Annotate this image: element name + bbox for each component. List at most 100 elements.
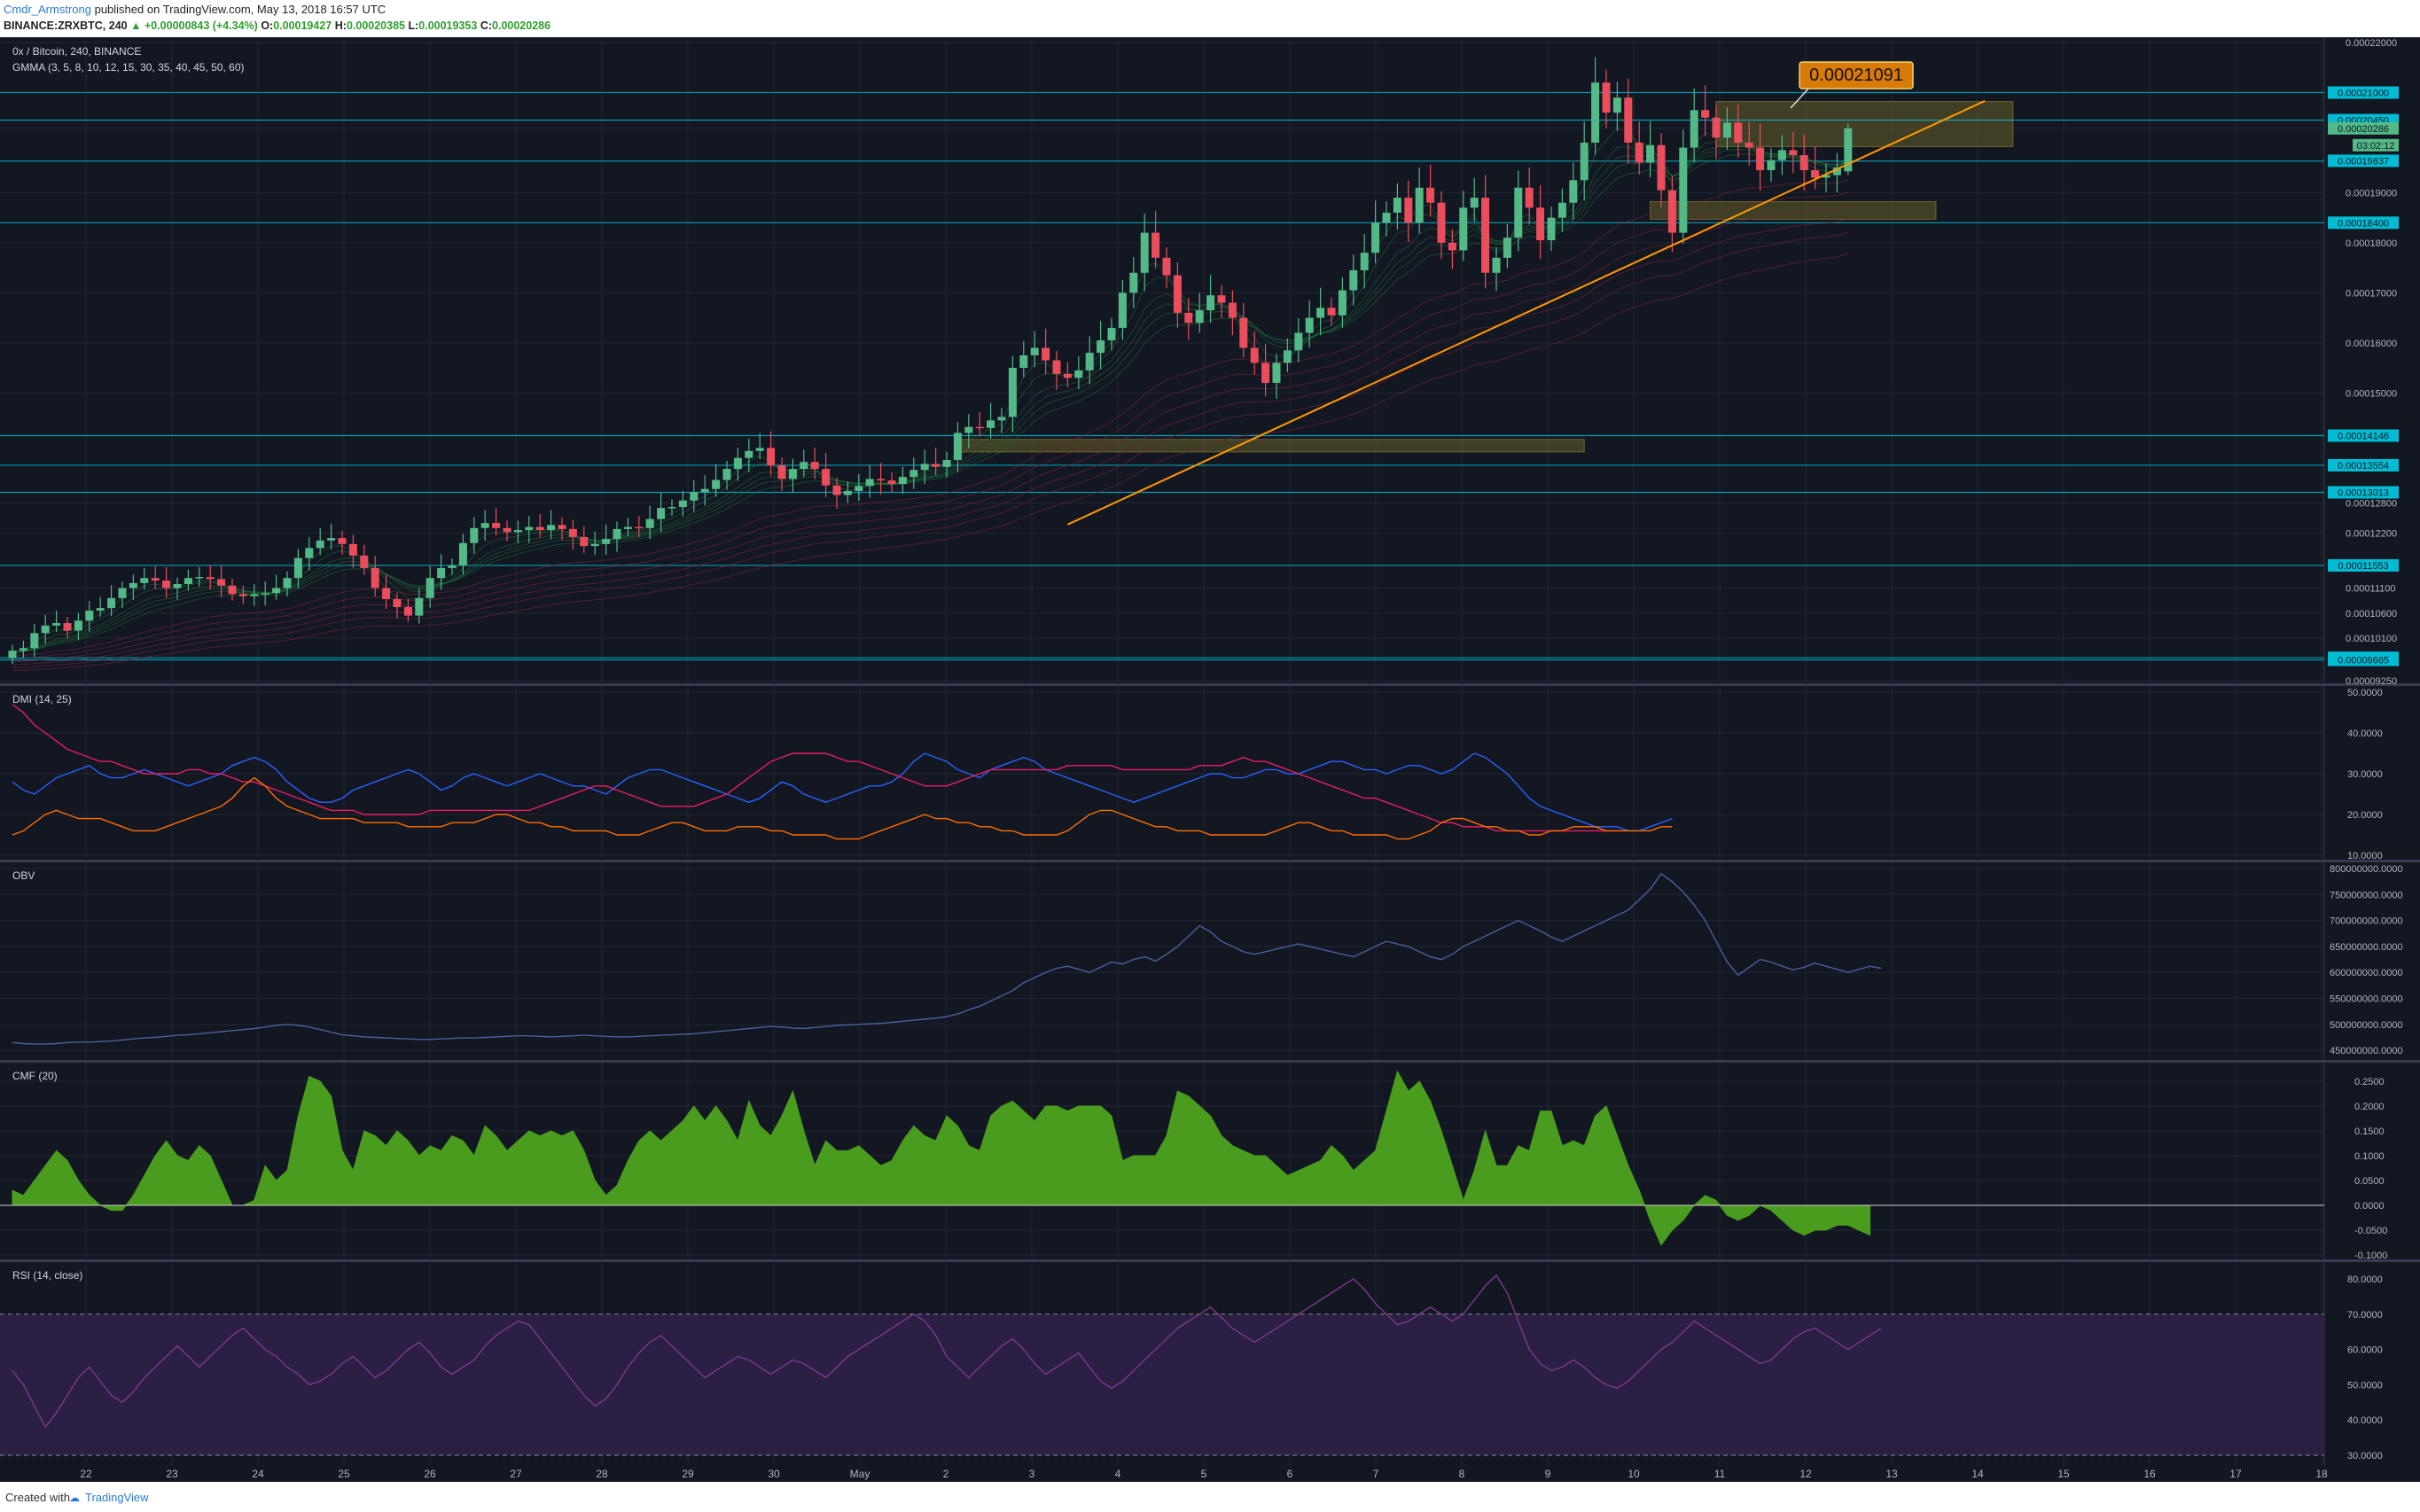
- candle-body: [107, 597, 116, 609]
- candle-body: [733, 457, 742, 470]
- candle-body: [1074, 370, 1083, 378]
- price-tag-callout: 0.00021091: [1790, 61, 1914, 109]
- candle-body: [1129, 272, 1138, 293]
- dmi-title: DMI (14, 25): [12, 693, 72, 705]
- time-tick-label: 26: [424, 1468, 436, 1480]
- time-tick-label: 24: [252, 1468, 264, 1480]
- candle-body: [1557, 202, 1566, 218]
- candle-body: [1745, 142, 1753, 148]
- candle-body: [1657, 144, 1666, 191]
- candle-body: [228, 585, 237, 595]
- obv-tick-label: 800000000.0000: [2330, 864, 2403, 875]
- gmma-long-line: [12, 218, 1848, 666]
- candle-body: [1316, 308, 1325, 318]
- time-tick-label: 3: [1029, 1468, 1035, 1480]
- time-tick-label: 28: [596, 1468, 608, 1480]
- candle-body: [437, 567, 446, 579]
- gmma-long-line: [12, 192, 1848, 659]
- level-badge-label: 0.00011553: [2338, 561, 2388, 572]
- dmi-series-line: [12, 776, 1673, 840]
- candle-body: [1525, 187, 1534, 208]
- candle-body: [1283, 350, 1292, 363]
- candle-body: [85, 610, 94, 621]
- candle-body: [602, 539, 611, 544]
- candle-body: [63, 623, 72, 631]
- obv-title: OBV: [12, 869, 35, 882]
- candle-body: [173, 584, 182, 588]
- tradingview-logo-icon: ☁: [69, 1492, 80, 1504]
- candle-body: [371, 567, 379, 588]
- candle-body: [1118, 292, 1127, 328]
- price-tick-label: 0.00010600: [2346, 609, 2397, 620]
- candle-body: [195, 577, 204, 579]
- candle-body: [1184, 312, 1193, 323]
- candle-body: [865, 479, 874, 487]
- tradingview-brand-link[interactable]: TradingView: [85, 1491, 149, 1504]
- level-badge: [2328, 558, 2399, 572]
- candle-body: [1832, 168, 1841, 175]
- level-badge-label: 0.00014146: [2338, 432, 2389, 442]
- candle-body: [1261, 362, 1270, 383]
- main-pane-title: 0x / Bitcoin, 240, BINANCE: [12, 45, 141, 58]
- candle-body: [855, 486, 863, 491]
- candle-body: [909, 470, 918, 478]
- candle-body: [1008, 368, 1017, 417]
- candle-body: [877, 479, 886, 481]
- obv-tick-label: 600000000.0000: [2330, 968, 2403, 978]
- publish-line: Cmdr_Armstrong published on TradingView.…: [4, 3, 386, 16]
- candle-body: [1514, 187, 1523, 238]
- gmma-long-line: [12, 179, 1848, 657]
- obv-tick-label: 550000000.0000: [2330, 994, 2403, 1005]
- low-value: 0.00019353: [418, 19, 478, 32]
- candle-body: [942, 459, 951, 467]
- chart-background: [0, 37, 2420, 1482]
- created-with-text: Created with: [5, 1491, 70, 1504]
- candle-body: [1777, 150, 1786, 160]
- cmf-tick-label: -0.0500: [2354, 1226, 2387, 1236]
- time-tick-label: 6: [1287, 1468, 1293, 1480]
- candle-body: [293, 557, 302, 579]
- candle-body: [800, 462, 808, 470]
- time-tick-label: 7: [1373, 1468, 1379, 1480]
- author-link[interactable]: Cmdr_Armstrong: [4, 3, 91, 16]
- candle-body: [1612, 97, 1621, 113]
- price-tick-label: 0.00018000: [2346, 238, 2397, 249]
- dmi-tick-label: 50.0000: [2347, 688, 2383, 698]
- candle-body: [1667, 190, 1676, 233]
- low-label: L:: [408, 19, 419, 32]
- candle-body: [52, 623, 61, 626]
- cmf-tick-label: 0.0000: [2354, 1201, 2385, 1212]
- candle-body: [1327, 308, 1336, 316]
- candle-body: [645, 518, 654, 528]
- candle-body: [96, 608, 105, 611]
- candle-body: [810, 462, 819, 470]
- symbol-text: BINANCE:ZRXBTC, 240: [4, 19, 128, 32]
- chart-canvas[interactable]: 0.00021091 0.00022000 0.00019000 0.00018000…: [0, 37, 2420, 1482]
- candle-body: [1789, 150, 1798, 156]
- level-badge: [2328, 154, 2399, 168]
- price-tag-box: [1799, 61, 1914, 90]
- candle-body: [667, 507, 676, 509]
- price-tick-label: 0.00022000: [2346, 38, 2397, 49]
- rsi-tick-label: 40.0000: [2347, 1415, 2383, 1426]
- candle-body: [777, 465, 786, 479]
- level-badge: [2328, 486, 2399, 499]
- time-tick-label: 22: [80, 1468, 92, 1480]
- candle-body: [1250, 347, 1259, 363]
- rsi-tick-label: 50.0000: [2347, 1380, 2383, 1391]
- gmma-long-line: [12, 231, 1848, 668]
- candle-body: [788, 469, 797, 479]
- candle-body: [415, 597, 424, 616]
- candle-body: [525, 526, 534, 531]
- cmf-area: [12, 1070, 1871, 1246]
- candle-body: [360, 555, 369, 568]
- price-tick-label: 0.00016000: [2346, 339, 2397, 349]
- candle-body: [238, 594, 247, 596]
- candle-body: [1503, 238, 1511, 258]
- obv-series-line: [12, 872, 1882, 1045]
- current-price-label: 0.00020286: [2338, 124, 2389, 135]
- candle-body: [1580, 142, 1589, 181]
- candle-body: [1195, 310, 1204, 323]
- candle-body: [1547, 217, 1556, 241]
- chart-header: Cmdr_Armstrong published on TradingView.…: [0, 0, 2420, 37]
